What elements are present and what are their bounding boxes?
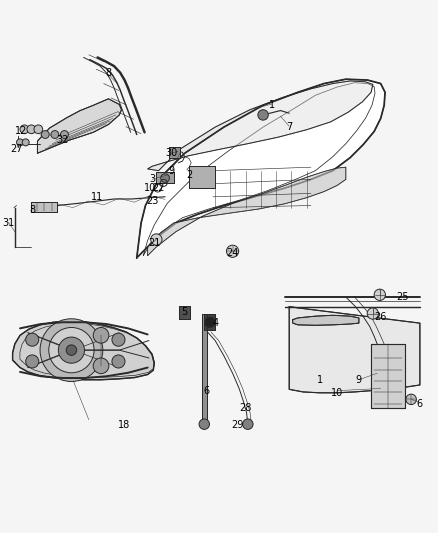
Text: 21: 21 bbox=[148, 238, 160, 247]
Circle shape bbox=[151, 234, 162, 245]
Circle shape bbox=[20, 125, 29, 134]
Text: 26: 26 bbox=[374, 312, 387, 321]
Text: 7: 7 bbox=[286, 122, 292, 132]
Circle shape bbox=[161, 174, 170, 182]
Circle shape bbox=[112, 355, 125, 368]
Text: 1: 1 bbox=[269, 100, 275, 110]
Circle shape bbox=[34, 125, 42, 134]
Text: 23: 23 bbox=[146, 196, 158, 206]
Circle shape bbox=[226, 245, 239, 257]
Text: 28: 28 bbox=[240, 403, 252, 413]
Text: 9: 9 bbox=[169, 166, 175, 176]
Circle shape bbox=[17, 139, 24, 146]
Circle shape bbox=[112, 333, 125, 346]
Circle shape bbox=[243, 419, 253, 430]
Text: 10: 10 bbox=[331, 388, 343, 398]
Text: 27: 27 bbox=[11, 144, 23, 154]
Polygon shape bbox=[204, 314, 215, 329]
Circle shape bbox=[258, 110, 268, 120]
Text: 31: 31 bbox=[2, 218, 14, 228]
Text: 29: 29 bbox=[231, 421, 243, 431]
Polygon shape bbox=[32, 202, 57, 212]
Text: 1: 1 bbox=[317, 375, 323, 385]
Polygon shape bbox=[137, 79, 385, 258]
Polygon shape bbox=[189, 166, 215, 188]
Text: 10: 10 bbox=[144, 183, 156, 193]
Text: 22: 22 bbox=[152, 183, 165, 193]
Polygon shape bbox=[371, 344, 405, 408]
Text: 8: 8 bbox=[29, 205, 35, 215]
Circle shape bbox=[367, 308, 378, 319]
Polygon shape bbox=[289, 306, 420, 393]
Circle shape bbox=[199, 419, 209, 430]
Text: 18: 18 bbox=[117, 421, 130, 431]
Polygon shape bbox=[293, 316, 359, 325]
Polygon shape bbox=[148, 167, 346, 256]
Polygon shape bbox=[156, 172, 174, 183]
Text: 8: 8 bbox=[106, 68, 112, 78]
Circle shape bbox=[51, 131, 59, 139]
Text: 11: 11 bbox=[92, 192, 104, 202]
Circle shape bbox=[49, 327, 94, 373]
Polygon shape bbox=[202, 314, 207, 425]
Polygon shape bbox=[13, 321, 154, 379]
Text: 5: 5 bbox=[181, 307, 188, 317]
Polygon shape bbox=[180, 306, 190, 319]
Text: 30: 30 bbox=[166, 148, 178, 158]
Circle shape bbox=[58, 337, 85, 363]
Circle shape bbox=[41, 131, 49, 139]
Circle shape bbox=[205, 317, 215, 327]
Polygon shape bbox=[148, 81, 373, 171]
Circle shape bbox=[374, 289, 385, 301]
Circle shape bbox=[22, 139, 29, 146]
Circle shape bbox=[27, 125, 36, 134]
Circle shape bbox=[66, 345, 77, 356]
Text: 12: 12 bbox=[15, 126, 28, 136]
Text: 2: 2 bbox=[186, 170, 192, 180]
Circle shape bbox=[406, 394, 417, 405]
Circle shape bbox=[26, 355, 39, 368]
Circle shape bbox=[60, 131, 68, 139]
Text: 9: 9 bbox=[356, 375, 362, 385]
Circle shape bbox=[26, 333, 39, 346]
Text: 3: 3 bbox=[149, 174, 155, 184]
Polygon shape bbox=[37, 99, 121, 154]
Text: 4: 4 bbox=[212, 318, 218, 328]
Text: 24: 24 bbox=[226, 248, 239, 259]
Circle shape bbox=[93, 327, 109, 343]
Text: 6: 6 bbox=[417, 399, 423, 409]
Circle shape bbox=[40, 319, 103, 382]
Text: 32: 32 bbox=[57, 135, 69, 145]
Circle shape bbox=[93, 358, 109, 374]
Polygon shape bbox=[169, 147, 180, 158]
Text: 6: 6 bbox=[203, 386, 209, 395]
Text: 25: 25 bbox=[396, 292, 409, 302]
